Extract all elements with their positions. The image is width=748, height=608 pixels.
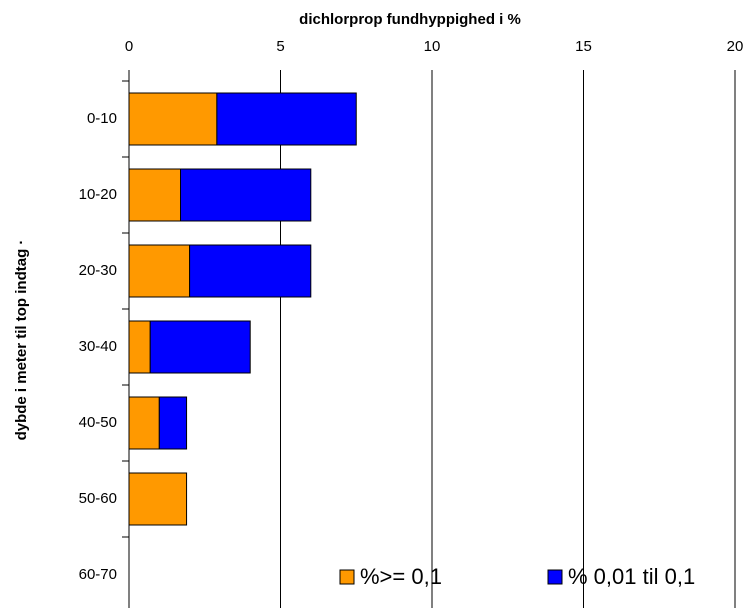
x-tick-label: 5: [276, 38, 284, 55]
bar: [158, 396, 188, 450]
y-tick-label: 40-50: [79, 414, 117, 431]
y-tick-label: 60-70: [79, 566, 117, 583]
y-axis-label: dybde i meter til top indtag ·: [13, 240, 30, 441]
x-tick-label: 10: [424, 38, 441, 55]
y-tick-label: 10-20: [79, 186, 117, 203]
y-tick-label: 30-40: [79, 338, 117, 355]
bar: [128, 320, 151, 374]
bar: [189, 244, 312, 298]
bar: [128, 92, 218, 146]
legend-swatch: [339, 569, 355, 585]
legend-label: % 0,01 til 0,1: [568, 564, 695, 589]
legend-swatch: [547, 569, 563, 585]
bar: [216, 92, 357, 146]
bar: [128, 396, 160, 450]
bar: [128, 168, 182, 222]
bar: [149, 320, 251, 374]
chart-title: dichlorprop fundhyppighed i %: [299, 11, 521, 28]
y-tick-label: 20-30: [79, 262, 117, 279]
x-tick-label: 15: [575, 38, 592, 55]
y-tick-label: 0-10: [87, 110, 117, 127]
legend-label: %>= 0,1: [360, 564, 442, 589]
bar: [128, 244, 191, 298]
y-tick-label: 50-60: [79, 490, 117, 507]
x-tick-label: 20: [727, 38, 744, 55]
x-tick-label: 0: [125, 38, 133, 55]
bar: [128, 472, 188, 526]
bar: [180, 168, 312, 222]
